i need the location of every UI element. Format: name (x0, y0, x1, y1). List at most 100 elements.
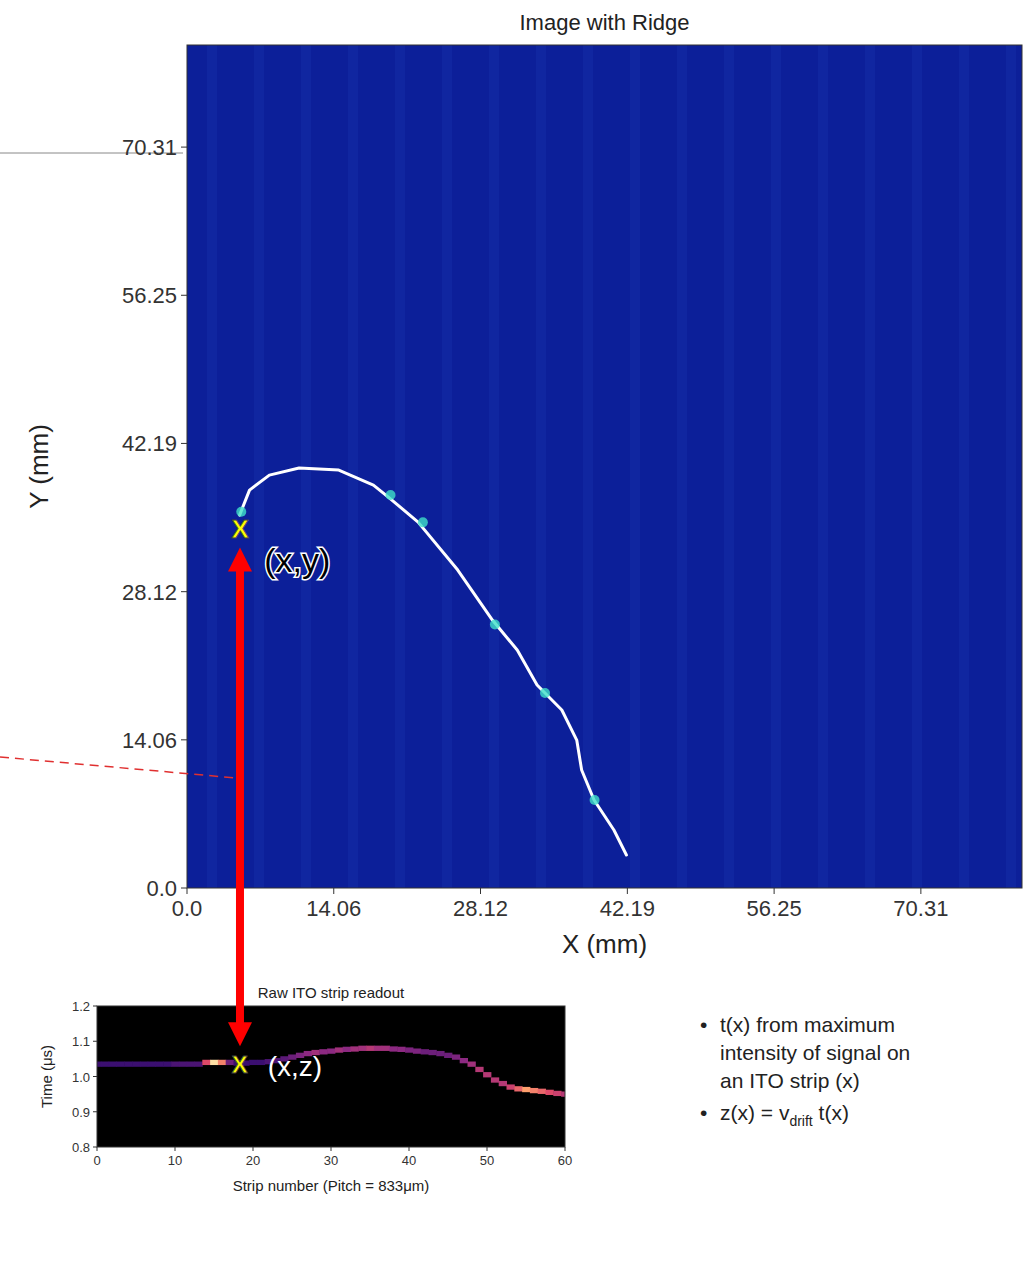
y-tick-label: 14.06 (122, 728, 177, 753)
readout-cell (522, 1087, 530, 1092)
strip-shade (865, 45, 875, 888)
image-texture (207, 45, 1016, 888)
x-tick-label: 56.25 (747, 896, 802, 921)
strip-shade (207, 45, 217, 888)
x-tick (187, 888, 188, 894)
y-tick (93, 1111, 97, 1112)
readout-cell (421, 1049, 429, 1054)
readout-cell (468, 1062, 476, 1067)
x-tick-label: 40 (402, 1153, 416, 1168)
strip-shade (348, 45, 358, 888)
readout-cell (491, 1077, 499, 1082)
y-tick-label: 70.31 (122, 135, 177, 160)
x-tick (487, 1147, 488, 1151)
strip-shade (583, 45, 593, 888)
y-tick-label: 1.2 (72, 999, 90, 1014)
bullet: • (700, 1013, 707, 1036)
y-tick-label: 0.0 (146, 876, 177, 901)
x-axis-title: Strip number (Pitch = 833μm) (233, 1177, 430, 1194)
readout-cell (117, 1062, 125, 1067)
hotspot (490, 620, 500, 630)
note-line: t(x) from maximum (720, 1013, 895, 1036)
readout-cell (202, 1060, 210, 1065)
strip-shade (301, 45, 311, 888)
readout-cell (452, 1054, 460, 1059)
y-tick-label: 0.9 (72, 1105, 90, 1120)
strip-shade (489, 45, 499, 888)
x-tick-label: 30 (324, 1153, 338, 1168)
readout-cell (475, 1067, 483, 1072)
strip-shade (630, 45, 640, 888)
x-tick-label: 42.19 (600, 896, 655, 921)
readout-cell (171, 1062, 179, 1067)
hotspot (418, 517, 428, 527)
formula-main: z(x) = v (720, 1101, 790, 1124)
readout-cell (413, 1048, 421, 1053)
x-tick (565, 1147, 566, 1151)
x-tick (97, 1147, 98, 1151)
readout-cell (483, 1072, 491, 1077)
arrow-head (228, 1022, 252, 1046)
strip-shade (1006, 45, 1016, 888)
image-background (187, 45, 1022, 888)
readout-cell (335, 1047, 343, 1052)
x-tick-label: 0 (93, 1153, 100, 1168)
strip-shade (959, 45, 969, 888)
strip-shade (912, 45, 922, 888)
x-tick-label: 14.06 (306, 896, 361, 921)
readout-cell (218, 1060, 226, 1065)
x-axis-title: X (mm) (562, 929, 647, 959)
y-tick (181, 295, 187, 296)
readout-cell (397, 1047, 405, 1052)
readout-cell (390, 1046, 398, 1051)
y-tick (181, 739, 187, 740)
y-tick-label: 28.12 (122, 580, 177, 605)
readout-cell (140, 1062, 148, 1067)
y-tick (181, 443, 187, 444)
strip-shade (254, 45, 264, 888)
x-tick (333, 888, 334, 894)
readout-cell (195, 1062, 203, 1067)
point-marker: X (232, 514, 250, 544)
strip-shade (818, 45, 828, 888)
point-label: (x,z) (268, 1051, 322, 1082)
strip-shade (724, 45, 734, 888)
y-tick-label: 0.8 (72, 1140, 90, 1155)
note-line: intensity of signal on (720, 1041, 910, 1064)
readout-cell (382, 1046, 390, 1051)
readout-cell (460, 1058, 468, 1063)
x-tick (253, 1147, 254, 1151)
readout-cell (109, 1062, 117, 1067)
plot-frame (97, 1006, 565, 1147)
readout-cell (429, 1050, 437, 1055)
formula-tail: t(x) (813, 1101, 849, 1124)
readout-cell (124, 1062, 132, 1067)
y-tick-label: 1.1 (72, 1034, 90, 1049)
arrow-head (228, 548, 252, 572)
readout-cell (163, 1062, 171, 1067)
x-tick-label: 60 (558, 1153, 572, 1168)
readout-cell (343, 1047, 351, 1052)
plot-data (236, 468, 626, 855)
readout-cell (405, 1047, 413, 1052)
figure: Image with Ridge0.014.0628.1242.1956.257… (0, 0, 1029, 1274)
y-tick (181, 591, 187, 592)
y-tick (93, 1006, 97, 1007)
x-tick-label: 20 (246, 1153, 260, 1168)
readout-cell (538, 1089, 546, 1094)
y-tick (93, 1076, 97, 1077)
readout-cell (374, 1046, 382, 1051)
note-formula: z(x) = vdrift t(x) (720, 1101, 849, 1129)
readout-cell (187, 1062, 195, 1067)
link-arrow (236, 570, 244, 1025)
x-tick (774, 888, 775, 894)
x-tick-label: 28.12 (453, 896, 508, 921)
readout-cell (507, 1084, 515, 1089)
readout-cell (249, 1060, 257, 1065)
strip-shade (771, 45, 781, 888)
strip-shade (442, 45, 452, 888)
y-tick (93, 1147, 97, 1148)
readout-cell (514, 1086, 522, 1091)
y-tick (181, 147, 187, 148)
x-tick (175, 1147, 176, 1151)
